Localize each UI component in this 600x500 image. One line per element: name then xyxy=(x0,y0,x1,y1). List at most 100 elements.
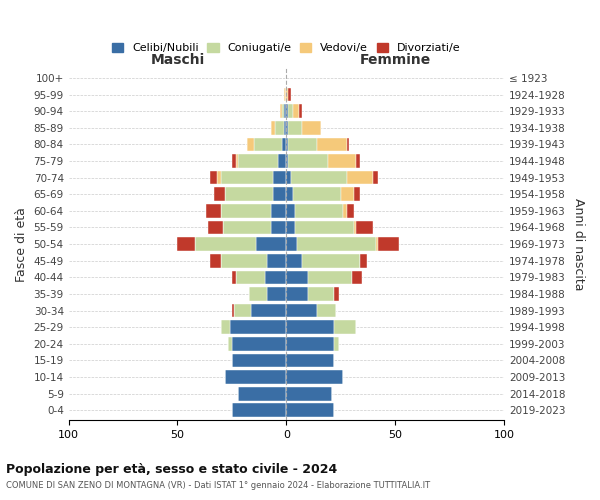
Bar xyxy=(254,138,282,151)
Bar xyxy=(295,204,343,218)
Bar xyxy=(356,154,361,168)
Text: Maschi: Maschi xyxy=(151,53,205,67)
Bar xyxy=(286,304,317,318)
Bar xyxy=(347,171,373,184)
Bar xyxy=(232,154,236,168)
Bar xyxy=(347,138,349,151)
Bar xyxy=(334,287,338,301)
Bar xyxy=(378,238,400,251)
Bar xyxy=(217,171,221,184)
Bar xyxy=(247,138,254,151)
Bar xyxy=(290,171,347,184)
Bar xyxy=(271,220,286,234)
Bar xyxy=(238,387,286,400)
Bar xyxy=(302,121,321,134)
Bar xyxy=(289,121,302,134)
Bar xyxy=(286,104,289,118)
Bar xyxy=(334,337,338,350)
Bar xyxy=(267,287,286,301)
Bar xyxy=(251,304,286,318)
Bar xyxy=(289,88,290,102)
Bar xyxy=(223,220,271,234)
Bar xyxy=(238,154,278,168)
Bar xyxy=(299,104,302,118)
Bar xyxy=(286,88,289,102)
Bar xyxy=(297,238,376,251)
Bar xyxy=(227,337,232,350)
Bar xyxy=(308,270,352,284)
Bar xyxy=(232,304,234,318)
Bar xyxy=(271,121,275,134)
Bar xyxy=(221,171,273,184)
Bar xyxy=(232,337,286,350)
Bar xyxy=(210,171,217,184)
Bar xyxy=(286,171,290,184)
Bar xyxy=(308,287,334,301)
Bar xyxy=(286,121,289,134)
Bar xyxy=(286,204,295,218)
Bar xyxy=(286,220,295,234)
Bar xyxy=(376,238,378,251)
Bar xyxy=(282,104,284,118)
Bar xyxy=(343,204,347,218)
Bar xyxy=(230,320,286,334)
Bar xyxy=(295,220,354,234)
Bar xyxy=(232,270,236,284)
Bar xyxy=(317,138,347,151)
Text: COMUNE DI SAN ZENO DI MONTAGNA (VR) - Dati ISTAT 1° gennaio 2024 - Elaborazione : COMUNE DI SAN ZENO DI MONTAGNA (VR) - Da… xyxy=(6,481,430,490)
Y-axis label: Fasce di età: Fasce di età xyxy=(15,206,28,282)
Bar xyxy=(208,220,223,234)
Bar xyxy=(286,270,308,284)
Bar xyxy=(286,287,308,301)
Bar xyxy=(286,354,334,368)
Bar xyxy=(221,320,230,334)
Bar xyxy=(286,387,332,400)
Bar xyxy=(221,254,267,268)
Bar xyxy=(286,370,343,384)
Bar xyxy=(284,88,286,102)
Bar xyxy=(234,304,251,318)
Bar xyxy=(226,370,286,384)
Bar xyxy=(293,104,299,118)
Bar xyxy=(286,337,334,350)
Bar xyxy=(271,204,286,218)
Bar xyxy=(373,171,378,184)
Bar xyxy=(232,354,286,368)
Bar xyxy=(236,154,238,168)
Bar xyxy=(286,254,302,268)
Bar xyxy=(232,404,286,417)
Bar xyxy=(352,270,362,284)
Bar xyxy=(267,254,286,268)
Bar xyxy=(354,220,356,234)
Bar xyxy=(317,304,337,318)
Bar xyxy=(195,238,256,251)
Bar xyxy=(214,188,226,201)
Bar xyxy=(278,154,286,168)
Bar xyxy=(226,188,273,201)
Bar xyxy=(221,204,271,218)
Bar xyxy=(286,320,334,334)
Text: Femmine: Femmine xyxy=(359,53,431,67)
Bar xyxy=(284,121,286,134)
Bar xyxy=(286,154,289,168)
Bar xyxy=(356,220,373,234)
Bar xyxy=(178,238,195,251)
Bar xyxy=(354,188,361,201)
Bar xyxy=(289,154,328,168)
Bar xyxy=(286,188,293,201)
Bar xyxy=(289,138,317,151)
Bar xyxy=(361,254,367,268)
Bar xyxy=(256,238,286,251)
Bar xyxy=(302,254,361,268)
Bar xyxy=(210,254,221,268)
Bar xyxy=(250,287,267,301)
Bar xyxy=(284,104,286,118)
Bar xyxy=(286,404,334,417)
Bar xyxy=(293,188,341,201)
Bar xyxy=(275,121,284,134)
Bar xyxy=(341,188,354,201)
Bar xyxy=(273,188,286,201)
Bar xyxy=(347,204,354,218)
Bar xyxy=(328,154,356,168)
Bar xyxy=(286,238,297,251)
